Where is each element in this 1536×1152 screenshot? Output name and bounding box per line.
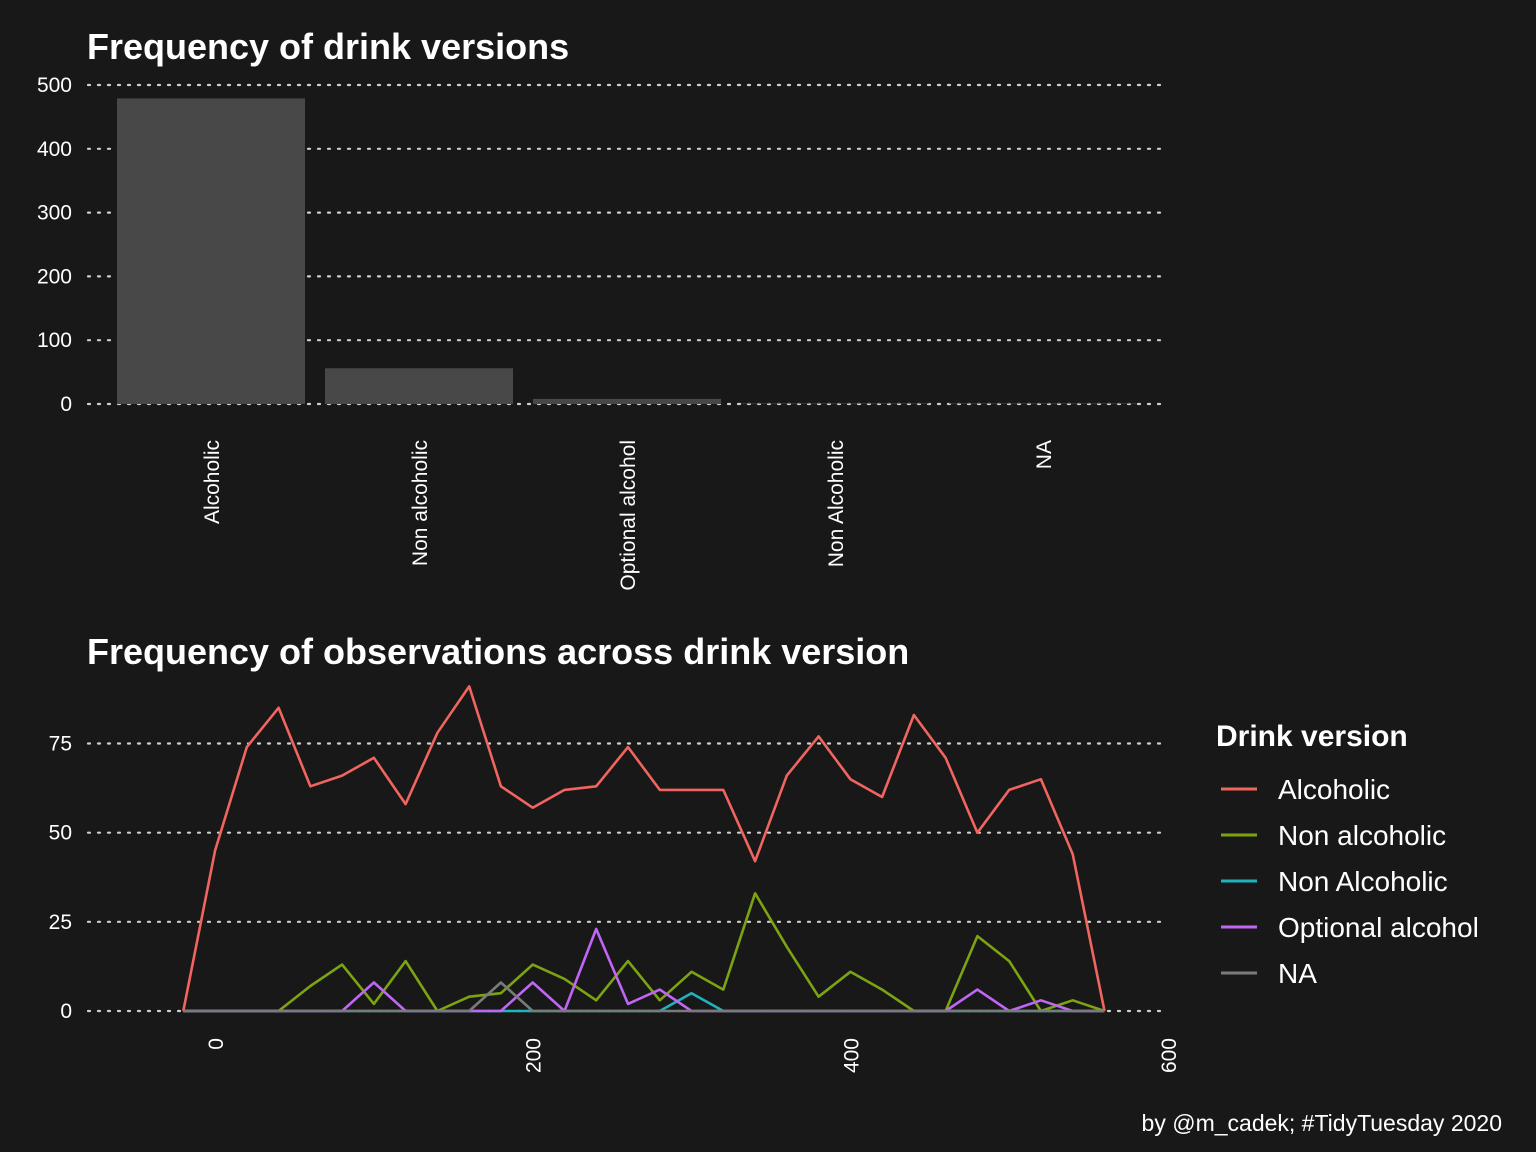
series-line-alcoholic [182, 685, 1106, 1012]
line-chart-title: Frequency of observations across drink v… [87, 631, 909, 672]
series-line-non-alcoholic [183, 891, 1105, 1013]
line-x-tick-label: 600 [1158, 1038, 1181, 1073]
bar-na [949, 403, 1137, 404]
legend: Drink version Alcoholic Non alcoholic Non … [1216, 720, 1479, 989]
bar-y-tick-label: 400 [37, 138, 72, 161]
legend-item-non-alcoholic: Non Alcoholic [1221, 866, 1448, 897]
caption: by @m_cadek; #TidyTuesday 2020 [1142, 1110, 1502, 1136]
bar-alcoholic [117, 98, 305, 404]
bar-x-tick-label: Non Alcoholic [825, 440, 848, 567]
bar-x-tick-label: Non alcoholic [409, 440, 432, 566]
line-chart: Frequency of observations across drink v… [49, 631, 1181, 1073]
line-chart-grid [86, 742, 1170, 1013]
bar-non-alcoholic [325, 368, 513, 404]
legend-label: Non alcoholic [1278, 820, 1446, 851]
bar-optional-alcohol [533, 398, 721, 404]
legend-items: Alcoholic Non alcoholic Non Alcoholic Optio… [1221, 774, 1479, 989]
legend-item-alcoholic: Alcoholic [1221, 774, 1390, 805]
bar-non-alcoholic [741, 403, 929, 404]
legend-item-na: NA [1221, 958, 1317, 989]
line-x-tick-label: 200 [523, 1038, 546, 1073]
line-chart-x-ticks: 0 200 400 600 [205, 1038, 1181, 1073]
bar-x-tick-label: Optional alcohol [617, 440, 640, 591]
legend-title: Drink version [1216, 720, 1408, 753]
legend-item-optional-alcohol: Optional alcohol [1221, 912, 1479, 943]
legend-item-non-alcoholic: Non alcoholic [1221, 820, 1446, 851]
bar-chart-y-ticks: 0 100 200 300 400 500 [37, 74, 72, 416]
line-x-tick-label: 400 [840, 1038, 863, 1073]
line-y-tick-label: 0 [60, 1000, 72, 1023]
bar-y-tick-label: 200 [37, 265, 72, 288]
legend-label: Optional alcohol [1278, 912, 1479, 943]
legend-label: Alcoholic [1278, 774, 1390, 805]
bar-chart-title: Frequency of drink versions [87, 26, 569, 67]
line-y-tick-label: 50 [49, 822, 72, 845]
legend-label: Non Alcoholic [1278, 866, 1448, 897]
bar-x-tick-label: NA [1033, 440, 1056, 469]
bar-chart-x-ticks: Alcoholic Non alcoholic Optional alcohol No… [201, 440, 1056, 591]
legend-label: NA [1278, 958, 1317, 989]
line-x-tick-label: 0 [205, 1038, 228, 1050]
bar-chart: Frequency of drink versions 0 100 200 300 40… [37, 26, 1170, 591]
bar-chart-bars [117, 98, 1137, 404]
line-y-tick-label: 75 [49, 733, 72, 756]
series-line-optional-alcohol [183, 927, 1105, 1013]
bar-y-tick-label: 300 [37, 202, 72, 225]
bar-y-tick-label: 0 [60, 393, 72, 416]
line-chart-series [182, 685, 1106, 1013]
line-chart-y-ticks: 0 25 50 75 [49, 733, 72, 1024]
bar-x-tick-label: Alcoholic [201, 440, 224, 524]
series-line-na [183, 981, 1105, 1013]
line-y-tick-label: 25 [49, 911, 72, 934]
bar-y-tick-label: 500 [37, 74, 72, 97]
bar-y-tick-label: 100 [37, 329, 72, 352]
